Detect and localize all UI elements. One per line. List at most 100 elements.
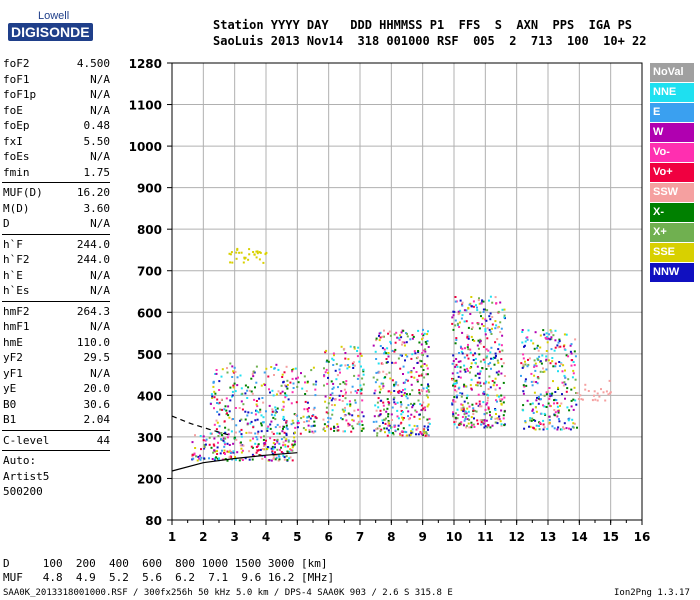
echo-point bbox=[454, 382, 457, 385]
echo-point bbox=[472, 413, 475, 415]
echo-point bbox=[354, 399, 357, 402]
echo-point bbox=[407, 415, 409, 418]
echo-point bbox=[374, 404, 377, 407]
echo-point bbox=[325, 360, 328, 363]
echo-point bbox=[548, 333, 551, 336]
echo-point bbox=[452, 413, 455, 416]
echo-point bbox=[306, 408, 309, 411]
echo-point bbox=[487, 424, 490, 427]
echo-point bbox=[276, 448, 279, 451]
echo-point bbox=[405, 341, 408, 344]
echo-point bbox=[563, 333, 566, 336]
echo-point bbox=[557, 410, 560, 413]
echo-point bbox=[394, 429, 397, 432]
echo-point bbox=[455, 381, 458, 384]
echo-point bbox=[226, 459, 229, 462]
echo-point bbox=[393, 401, 396, 404]
echo-point bbox=[354, 401, 357, 404]
echo-point bbox=[478, 297, 480, 300]
echo-point bbox=[423, 332, 426, 335]
echo-point bbox=[558, 420, 561, 423]
echo-point bbox=[349, 405, 352, 408]
echo-point bbox=[390, 393, 392, 396]
echo-point bbox=[274, 406, 277, 409]
x-tick-label: 7 bbox=[356, 530, 364, 544]
echo-point bbox=[389, 334, 392, 337]
echo-point bbox=[227, 428, 230, 431]
echo-point bbox=[460, 350, 463, 353]
echo-point bbox=[413, 424, 416, 427]
echo-point bbox=[271, 450, 274, 453]
echo-point bbox=[209, 402, 212, 405]
echo-point bbox=[495, 324, 498, 327]
echo-point bbox=[405, 395, 408, 398]
echo-point bbox=[277, 459, 280, 462]
echo-point bbox=[452, 411, 454, 414]
echo-point bbox=[426, 405, 429, 408]
echo-point bbox=[384, 376, 387, 379]
x-tick-label: 12 bbox=[508, 530, 525, 544]
echo-point bbox=[423, 363, 426, 365]
echo-point bbox=[410, 357, 413, 360]
echo-point bbox=[360, 420, 363, 423]
echo-point bbox=[393, 425, 396, 428]
echo-point bbox=[345, 419, 348, 422]
echo-point bbox=[421, 333, 424, 336]
echo-point bbox=[373, 392, 376, 395]
echo-point bbox=[293, 413, 296, 416]
echo-point bbox=[229, 261, 232, 264]
echo-point bbox=[493, 381, 496, 384]
echo-point bbox=[464, 385, 467, 388]
echo-point bbox=[217, 441, 219, 444]
echo-point bbox=[296, 385, 299, 388]
echo-point bbox=[452, 360, 455, 362]
echo-point bbox=[312, 408, 315, 411]
echo-point bbox=[387, 332, 390, 335]
echo-point bbox=[385, 358, 388, 360]
legend-item: SSW bbox=[650, 183, 694, 202]
echo-point bbox=[266, 429, 269, 432]
echo-point bbox=[394, 348, 397, 351]
echo-point bbox=[564, 369, 566, 372]
echo-point bbox=[260, 430, 263, 433]
echo-point bbox=[496, 338, 499, 341]
echo-point bbox=[253, 398, 256, 401]
echo-point bbox=[379, 345, 382, 347]
echo-point bbox=[426, 367, 429, 370]
echo-point bbox=[247, 258, 250, 261]
echo-point bbox=[219, 408, 222, 411]
echo-point bbox=[420, 404, 423, 407]
echo-point bbox=[256, 449, 259, 452]
echo-point bbox=[423, 429, 425, 432]
echo-point bbox=[322, 418, 325, 421]
echo-point bbox=[270, 366, 273, 368]
echo-point bbox=[401, 416, 404, 419]
echo-point bbox=[412, 404, 415, 407]
echo-point bbox=[406, 355, 409, 358]
echo-point bbox=[469, 367, 472, 369]
echo-point bbox=[470, 305, 473, 308]
echo-point bbox=[224, 432, 227, 434]
echo-point bbox=[274, 458, 277, 461]
echo-point bbox=[256, 250, 259, 253]
x-tick-label: 6 bbox=[324, 530, 332, 544]
echo-point bbox=[415, 410, 418, 413]
echo-point bbox=[471, 403, 474, 406]
echo-point bbox=[584, 388, 587, 391]
echo-point bbox=[275, 457, 278, 459]
echo-point bbox=[548, 422, 551, 425]
echo-point bbox=[329, 393, 332, 396]
echo-point bbox=[454, 400, 457, 403]
echo-point bbox=[402, 418, 405, 421]
echo-point bbox=[410, 430, 413, 433]
echo-point bbox=[314, 430, 317, 433]
echo-point bbox=[287, 440, 290, 443]
parameter-value: N/A bbox=[90, 217, 110, 230]
echo-point bbox=[461, 304, 464, 307]
echo-point bbox=[224, 437, 227, 440]
echo-point bbox=[397, 417, 400, 420]
echo-point bbox=[400, 391, 403, 394]
echo-point bbox=[459, 309, 462, 312]
echo-point bbox=[393, 333, 396, 336]
echo-point bbox=[285, 432, 288, 435]
